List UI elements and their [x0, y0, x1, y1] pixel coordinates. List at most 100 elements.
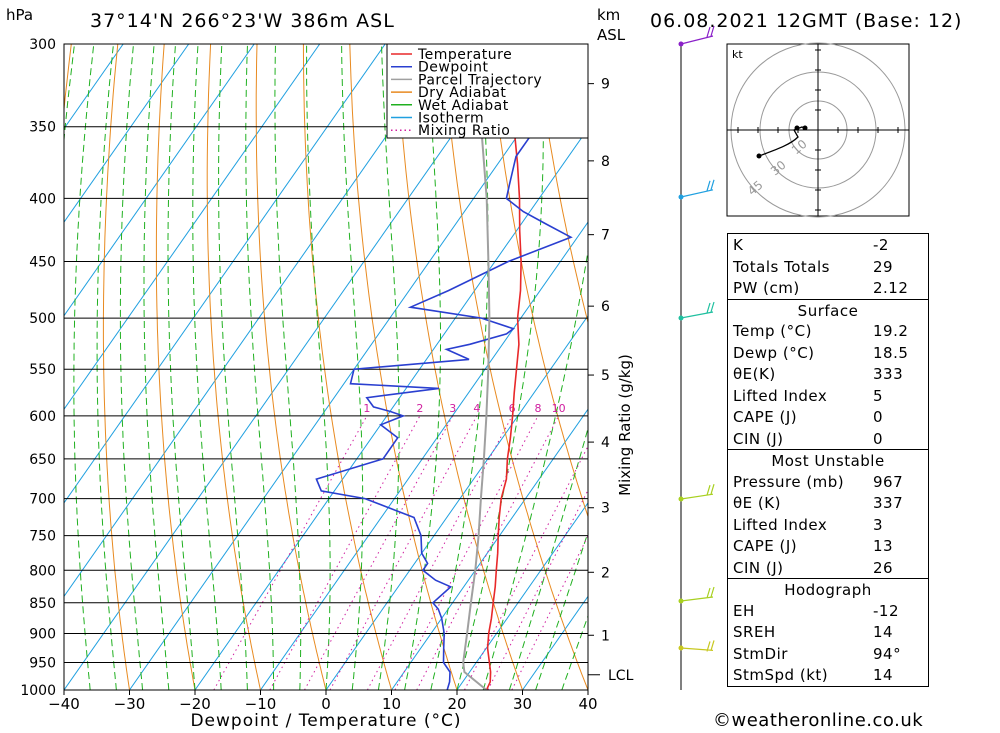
km-tick-label: 9	[601, 77, 610, 93]
most-unstable-key: θE (K)	[733, 494, 781, 512]
hodograph-value: 14	[873, 623, 894, 641]
wet-adiabat-line	[535, 531, 588, 690]
surface-value: 18.5	[873, 343, 909, 362]
isotherm-line	[64, 44, 386, 504]
credit-label: ©weatheronline.co.uk	[713, 710, 924, 731]
km-tick-label: 2	[601, 565, 610, 581]
most-unstable-value: 967	[873, 472, 904, 491]
dry-adiabat-line	[255, 44, 327, 690]
most-unstable-key: Lifted Index	[733, 515, 828, 534]
mixing-ratio-label: 10	[552, 402, 566, 415]
mixing-ratio-line	[464, 445, 588, 690]
plot-frame	[63, 43, 589, 691]
isotherm-line	[64, 44, 190, 224]
mixing-ratio-label: 6	[509, 402, 516, 415]
legend-entry: Isotherm	[418, 111, 484, 127]
most-unstable-row: CAPE (J) 13	[728, 535, 928, 557]
km-tick-label: 5	[601, 368, 610, 384]
pressure-tick-label: 550	[29, 362, 56, 378]
index-row: PW (cm) 2.12	[728, 277, 928, 299]
mixing-ratio-line	[487, 488, 588, 690]
mixing-ratio-label: 4	[473, 402, 480, 415]
wet-adiabat-line	[404, 44, 441, 690]
pressure-tick-label: 650	[29, 452, 56, 468]
hodograph-key: StmDir	[733, 644, 788, 663]
index-value: 29	[873, 257, 894, 276]
pressure-tick-label: 750	[29, 529, 56, 545]
hodograph-header: Hodograph	[728, 578, 928, 600]
index-key: PW (cm)	[733, 279, 800, 297]
mixing-ratio-line	[394, 415, 539, 690]
legend-entry: Parcel Trajectory	[418, 72, 542, 88]
wet-adiabat-line	[306, 44, 331, 690]
surface-value: 5	[873, 386, 884, 405]
temperature-line	[485, 44, 522, 690]
km-unit-label: km	[597, 6, 621, 24]
km-tick-label: 1	[601, 628, 610, 644]
wind-barb	[680, 301, 715, 319]
most-unstable-key: Pressure (mb)	[733, 472, 845, 491]
surface-row: CIN (J) 0	[728, 428, 928, 450]
pressure-tick-label: 800	[29, 563, 56, 579]
km-tick-label: 4	[601, 435, 610, 451]
surface-value: 19.2	[873, 322, 909, 340]
pressure-unit-label: hPa	[6, 6, 34, 24]
wind-barb	[680, 586, 715, 602]
most-unstable-key: CAPE (J)	[733, 537, 798, 555]
wet-adiabat-line	[456, 44, 544, 690]
most-unstable-row: Lifted Index 3	[728, 514, 928, 536]
index-row: K -2	[728, 234, 928, 256]
isotherm-line	[260, 221, 588, 690]
isotherm-line	[391, 408, 588, 690]
hodograph-value: 94°	[873, 644, 902, 663]
surface-row: Lifted Index 5	[728, 385, 928, 407]
pressure-tick-label: 850	[29, 596, 56, 612]
hodograph-row: StmSpd (kt) 14	[728, 664, 928, 686]
surface-key: Dewp (°C)	[733, 343, 815, 362]
most-unstable-value: 337	[873, 494, 904, 512]
x-axis-label: Dewpoint / Temperature (°C)	[190, 711, 461, 731]
hodograph-point	[756, 153, 762, 159]
isotherm-line	[325, 314, 588, 690]
surface-key: Temp (°C)	[733, 322, 812, 340]
isotherm-line	[456, 501, 588, 690]
datetime-label: 06.08.2021 12GMT (Base: 12)	[650, 10, 963, 32]
wind-barb	[680, 179, 715, 198]
dry-adiabat-line	[206, 44, 261, 690]
asl-unit-label: ASL	[597, 26, 626, 44]
surface-key: CAPE (J)	[733, 408, 798, 426]
pressure-tick-label: 1000	[20, 683, 56, 699]
temp-tick-label: −40	[48, 695, 80, 713]
most-unstable-value: 26	[873, 558, 894, 577]
surface-header: Surface	[728, 298, 928, 321]
km-tick-label: 7	[601, 228, 610, 244]
surface-key: CIN (J)	[733, 429, 784, 448]
pressure-tick-label: 350	[29, 120, 56, 136]
isotherm-line	[64, 44, 321, 411]
hodograph-value: -12	[873, 601, 899, 620]
isotherm-line	[64, 44, 517, 690]
temp-tick-label: −20	[179, 695, 211, 713]
mixing-ratio-label: 3	[449, 402, 456, 415]
surface-value: 0	[873, 408, 884, 426]
hodograph-row: SREH 14	[728, 621, 928, 643]
hodograph-key: StmSpd (kt)	[733, 666, 829, 684]
temp-tick-label: 0	[321, 695, 331, 713]
temp-tick-label: 10	[382, 695, 401, 713]
dewpoint-line	[315, 44, 573, 690]
legend-entry: Temperature	[417, 47, 512, 63]
surface-value: 333	[873, 365, 904, 383]
mixing-ratio-label: 16	[597, 402, 611, 415]
wet-adiabat-line	[218, 44, 248, 690]
legend-entry: Wet Adiabat	[418, 98, 509, 114]
most-unstable-row: Pressure (mb) 967	[728, 471, 928, 493]
hodograph-row: EH -12	[728, 600, 928, 622]
surface-key: Lifted Index	[733, 386, 828, 405]
dry-adiabat-line	[953, 44, 1000, 690]
legend-entry: Dewpoint	[418, 60, 489, 76]
index-key: K	[733, 236, 744, 254]
pressure-tick-label: 500	[29, 311, 56, 327]
mixing-ratio-label: 25	[641, 402, 655, 415]
pressure-tick-label: 900	[29, 626, 56, 642]
wet-adiabat-line	[482, 247, 588, 690]
